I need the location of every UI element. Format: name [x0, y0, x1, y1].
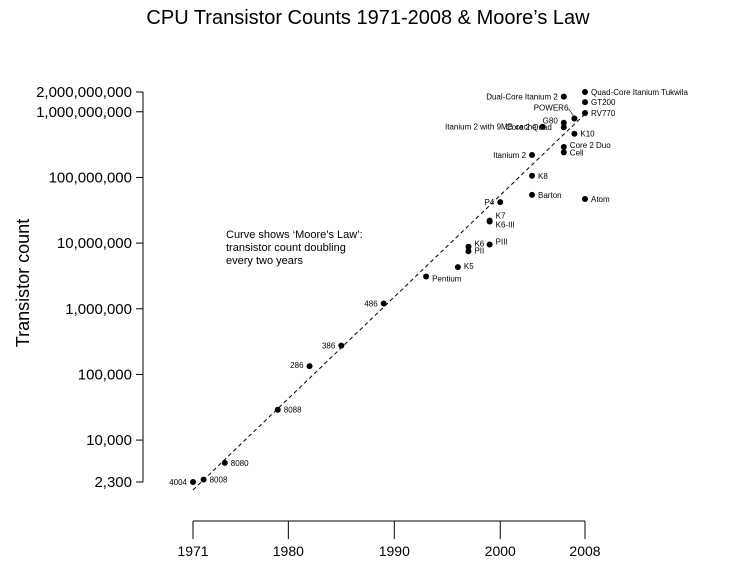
point-piii	[486, 241, 493, 248]
moores-law-annotation: Curve shows ‘Moore’s Law’:transistor cou…	[226, 229, 363, 267]
point-label-k8: K8	[538, 172, 548, 181]
point-core-2-quad	[560, 124, 567, 131]
point-label-8080: 8080	[231, 459, 249, 468]
point-label-rv770: RV770	[591, 109, 616, 118]
point-label-k6-iii: K6-III	[496, 221, 515, 230]
moores-law-line	[192, 113, 586, 491]
point-label-g80: G80	[543, 117, 559, 126]
point-label-pentium: Pentium	[432, 274, 462, 283]
x-tick-label: 2000	[485, 543, 516, 559]
point-label-386: 386	[322, 342, 336, 351]
point-label-486: 486	[364, 300, 378, 309]
point-label-core-2-duo: Core 2 Duo	[570, 141, 611, 150]
point-p4	[497, 199, 504, 206]
point-label-dual-core-itanium-2: Dual-Core Itanium 2	[486, 93, 558, 102]
point-label-atom: Atom	[591, 195, 610, 204]
y-tick-label: 1,000,000	[65, 301, 132, 318]
chart-title: CPU Transistor Counts 1971-2008 & Moore’…	[146, 7, 590, 29]
y-axis-label: Transistor count	[13, 219, 33, 347]
moores-law-trend-line	[192, 113, 586, 491]
point-label-piii: PIII	[496, 238, 508, 247]
y-axis: 2,000,000,000 1,000,000,000 100,000,000 10,…	[36, 84, 144, 491]
point-barton	[529, 191, 536, 198]
point-label-286: 286	[290, 361, 304, 370]
point-core-2-duo	[560, 143, 567, 150]
annotation-line: Curve shows ‘Moore’s Law’:	[226, 229, 363, 241]
point-k6	[465, 243, 472, 250]
point-label-k7: K7	[496, 212, 506, 221]
point-quad-core-itanium-tukwila	[582, 89, 588, 95]
point-atom	[582, 195, 588, 202]
point-label-quad-core-itanium-tukwila: Quad-Core Itanium Tukwila	[591, 88, 688, 97]
point-itanium-2	[529, 151, 536, 158]
y-tick-label: 10,000	[86, 432, 132, 449]
point-itanium-2-with-9mb-cache	[539, 123, 546, 130]
x-tick-label: 1980	[273, 543, 304, 559]
point-gt200	[582, 99, 588, 106]
point-286	[306, 363, 313, 370]
point-8088	[274, 406, 281, 413]
point-label-8088: 8088	[284, 406, 302, 415]
point-label-4004: 4004	[169, 478, 187, 487]
x-tick-label: 2008	[569, 543, 600, 559]
point-rv770	[582, 110, 588, 117]
y-tick-label: 100,000	[78, 366, 132, 383]
power6-leader-line	[568, 108, 574, 116]
y-tick-label: 10,000,000	[57, 235, 132, 252]
y-tick-label: 2,000,000,000	[36, 84, 132, 101]
point-label-gt200: GT200	[591, 98, 616, 107]
y-tick-label: 100,000,000	[49, 169, 132, 186]
point-k5	[454, 264, 461, 271]
annotation-line: transistor count doubling	[226, 242, 346, 254]
point-label-cell: Cell	[570, 148, 584, 157]
point-pii	[465, 248, 472, 255]
point-label-itanium-2-with-9mb-cache: Itanium 2 with 9MB cache	[445, 123, 537, 132]
y-tick-label: 1,000,000,000	[36, 104, 132, 121]
point-label-k10: K10	[580, 130, 595, 139]
point-k7	[486, 217, 493, 224]
point-label-power6: POWER6	[534, 104, 569, 113]
point-label-k6: K6	[474, 240, 484, 249]
point-cell	[560, 149, 567, 156]
point-g80	[560, 119, 567, 126]
point-label-pii: PII	[474, 246, 484, 255]
point-4004	[190, 479, 196, 485]
point-label-k5: K5	[464, 262, 474, 271]
point-386	[338, 342, 345, 349]
annotation-line: every two years	[226, 255, 304, 267]
point-label-8008: 8008	[210, 476, 228, 485]
point-8008	[200, 476, 207, 483]
point-label-p4: P4	[484, 198, 494, 207]
point-label-core-2-quad: Core 2 Quad	[506, 123, 552, 132]
y-tick-label: 2,300	[94, 474, 132, 491]
x-axis: 1971 1980 1990 2000 2008	[177, 520, 601, 559]
point-dual-core-itanium-2	[560, 93, 567, 100]
point-k10	[571, 130, 578, 137]
point-486	[380, 300, 387, 307]
x-tick-label: 1971	[177, 543, 208, 559]
point-k8	[529, 172, 536, 179]
point-8080	[221, 459, 228, 466]
point-label-itanium-2: Itanium 2	[493, 151, 526, 160]
x-tick-label: 1990	[379, 543, 410, 559]
point-power6	[571, 115, 578, 122]
point-pentium	[423, 273, 430, 280]
point-label-barton: Barton	[538, 191, 562, 200]
